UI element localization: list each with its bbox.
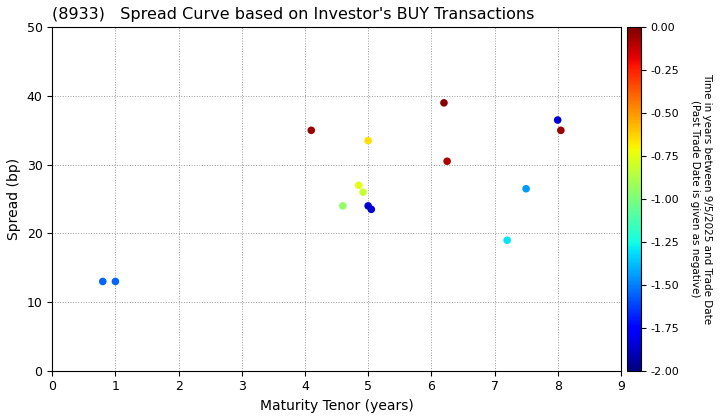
X-axis label: Maturity Tenor (years): Maturity Tenor (years): [260, 399, 413, 413]
Point: [97, 278, 109, 285]
Point: [337, 202, 348, 209]
Point: [555, 127, 567, 134]
Y-axis label: Spread (bp): Spread (bp): [7, 158, 21, 240]
Point: [366, 206, 377, 213]
Point: [552, 117, 564, 123]
Y-axis label: Time in years between 9/5/2025 and Trade Date
(Past Trade Date is given as negat: Time in years between 9/5/2025 and Trade…: [690, 74, 712, 325]
Point: [501, 237, 513, 244]
Point: [109, 278, 121, 285]
Point: [438, 100, 450, 106]
Point: [441, 158, 453, 165]
Point: [362, 137, 374, 144]
Point: [353, 182, 364, 189]
Point: [521, 185, 532, 192]
Point: [357, 189, 369, 196]
Point: [362, 202, 374, 209]
Point: [305, 127, 317, 134]
Text: (8933)   Spread Curve based on Investor's BUY Transactions: (8933) Spread Curve based on Investor's …: [53, 7, 534, 22]
